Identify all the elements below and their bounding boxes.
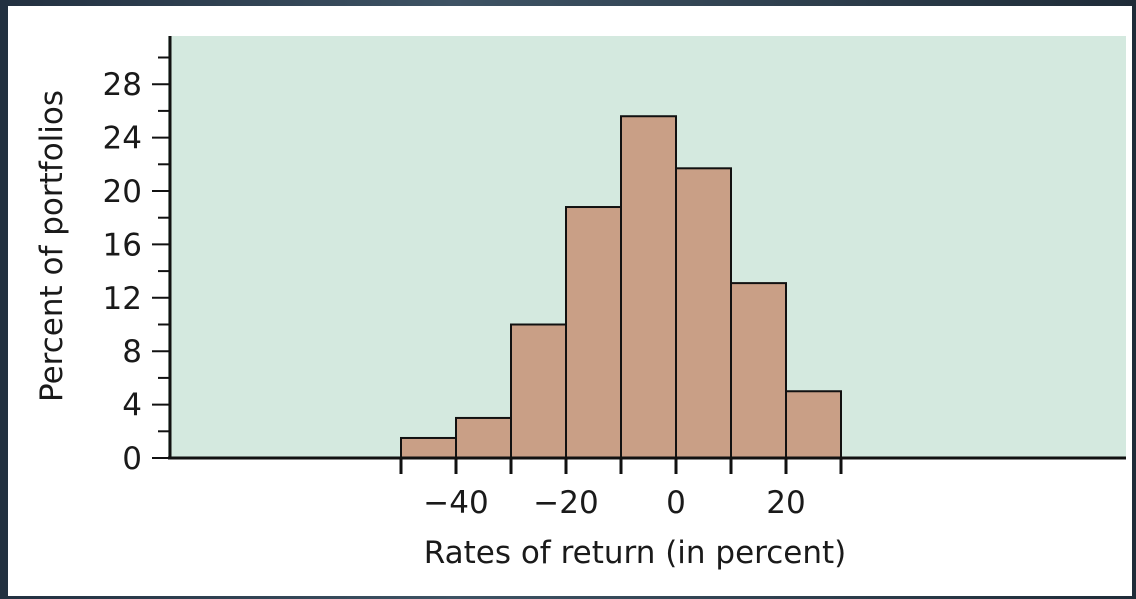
axes-group <box>168 36 1126 460</box>
x-tick-label: 0 <box>666 485 686 521</box>
x-tick-label: 20 <box>766 485 805 521</box>
x-tick-label: −20 <box>533 485 598 521</box>
y-tick-label: 28 <box>103 67 142 103</box>
x-ticks-group: −40 −20 0 20 <box>399 458 843 521</box>
bars-group <box>400 115 842 460</box>
y-tick-label: 24 <box>103 121 142 157</box>
y-tick-label: 16 <box>103 227 142 263</box>
histogram-bar-7 <box>785 390 842 459</box>
y-tick-label: 12 <box>103 281 142 317</box>
histogram-bar-4 <box>620 115 677 460</box>
x-tick-label: −40 <box>423 485 488 521</box>
y-tick-label: 0 <box>122 441 142 477</box>
histogram-bar-2 <box>510 323 567 459</box>
histogram-bar-0 <box>400 436 457 460</box>
histogram-bar-1 <box>455 416 512 460</box>
histogram-bar-6 <box>730 282 787 459</box>
y-axis-label: Percent of portfolios <box>34 90 70 402</box>
histogram-bar-3 <box>565 206 622 459</box>
y-ticks-group: 0 4 8 12 16 20 24 28 <box>103 56 170 477</box>
y-tick-label: 20 <box>103 174 142 210</box>
y-tick-label: 4 <box>122 388 142 424</box>
histogram-bar-5 <box>675 167 732 459</box>
x-axis-label: Rates of return (in percent) <box>424 535 847 571</box>
y-tick-label: 8 <box>122 334 142 370</box>
